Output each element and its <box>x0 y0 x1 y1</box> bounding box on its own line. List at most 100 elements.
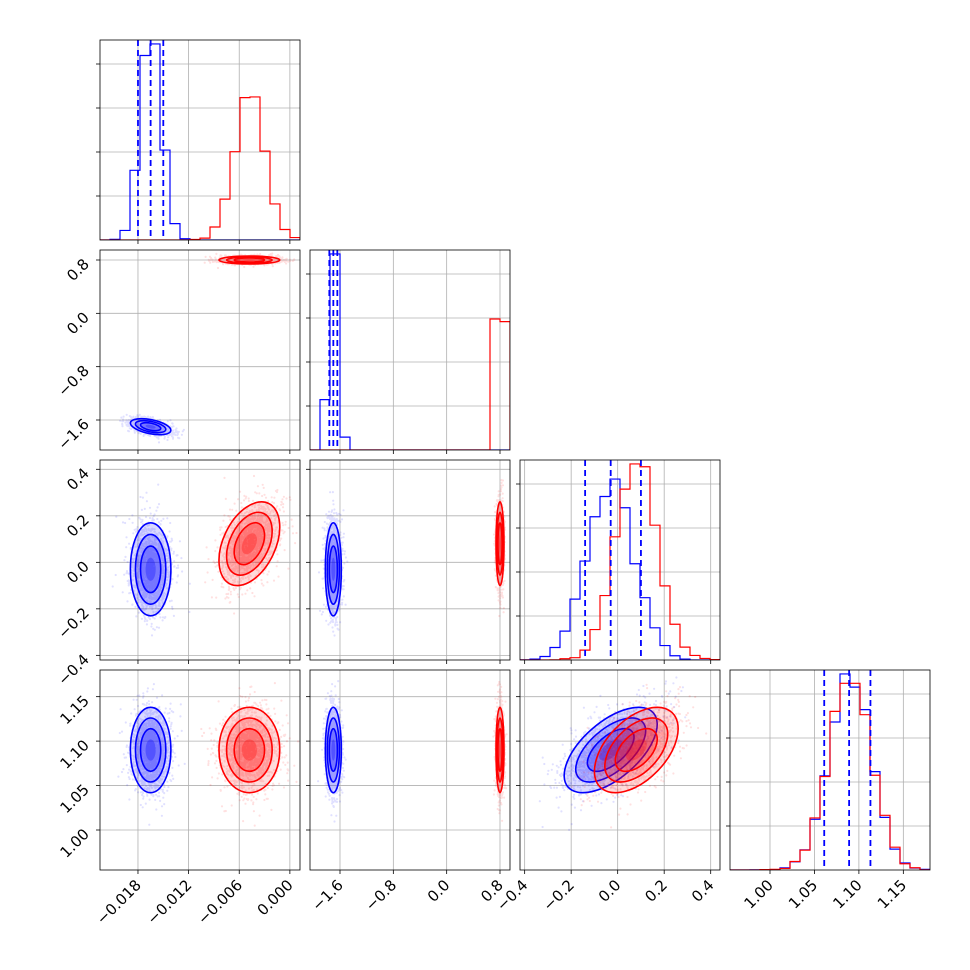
histogram-0 <box>310 253 510 450</box>
contour-line-1 <box>497 727 503 773</box>
panel-content <box>520 460 720 660</box>
panel-content <box>100 460 300 660</box>
panel-content <box>310 460 510 660</box>
y-tick-label: 1.15 <box>56 692 92 728</box>
y-tick-label: 1.10 <box>56 736 92 772</box>
x-tick-label: 0.0 <box>424 876 454 906</box>
contour-line-1 <box>233 727 266 773</box>
density-fill-0 <box>587 728 634 772</box>
contour-line-0 <box>134 533 167 605</box>
scatter-points-1 <box>204 474 300 615</box>
density-fill-1 <box>218 501 280 586</box>
contour-line-1 <box>218 255 281 265</box>
y-tick-label: 0.2 <box>63 511 93 541</box>
panel-0-0 <box>99 39 301 241</box>
tick-layer: −1.6−0.80.00.8−0.4−0.20.00.20.41.001.051… <box>54 63 910 928</box>
panel-1-0 <box>99 249 301 451</box>
panel-3-2 <box>519 669 721 871</box>
contour-line-0 <box>139 545 162 594</box>
density-fill-0 <box>331 739 336 761</box>
y-tick-label: −0.8 <box>54 362 92 400</box>
density-fill-0 <box>599 739 623 761</box>
contour-line-1 <box>218 706 281 794</box>
histogram-1 <box>310 318 510 450</box>
contour-line-1 <box>225 717 273 783</box>
contour-line-0 <box>129 706 172 794</box>
density-fill-1 <box>241 259 257 261</box>
density-fill-0 <box>145 424 156 429</box>
x-tick-label: 0.000 <box>254 876 297 919</box>
x-tick-label: 0.0 <box>595 876 625 906</box>
panels-layer <box>99 39 931 871</box>
contour-line-0 <box>139 727 162 773</box>
x-tick-label: 1.15 <box>874 876 910 912</box>
contour-line-0 <box>129 417 172 436</box>
contour-line-1 <box>225 256 273 264</box>
density-fill-0 <box>329 728 338 772</box>
density-fill-1 <box>615 728 658 772</box>
panel-frame <box>99 459 301 661</box>
density-fill-1 <box>218 707 280 793</box>
x-tick-label: −1.6 <box>308 876 346 914</box>
contour-line-0 <box>575 717 647 783</box>
panel-content <box>100 670 300 870</box>
panel-frame <box>99 249 301 451</box>
contour-line-1 <box>497 521 503 566</box>
histogram-0 <box>100 43 300 240</box>
density-fill-0 <box>331 557 336 581</box>
x-tick-label: 0.4 <box>688 876 718 906</box>
panel-3-0 <box>99 669 301 871</box>
panel-content <box>520 670 720 870</box>
density-fill-0 <box>145 557 156 581</box>
contour-line-0 <box>134 419 167 434</box>
x-tick-label: 1.05 <box>785 876 821 912</box>
x-tick-label: −0.006 <box>194 876 246 928</box>
y-tick-label: 0.8 <box>63 255 93 285</box>
density-fill-0 <box>575 718 646 783</box>
histogram-1 <box>520 463 720 660</box>
contour-line-0 <box>129 521 172 617</box>
x-tick-label: −0.012 <box>143 876 195 928</box>
contour-line-0 <box>134 717 167 783</box>
contour-line-0 <box>586 727 635 773</box>
contour-line-0 <box>328 545 339 594</box>
x-tick-label: −0.8 <box>362 876 400 914</box>
panel-frame <box>99 669 301 871</box>
x-tick-label: 1.10 <box>829 876 865 912</box>
panel-frame <box>309 459 511 661</box>
scatter-points-0 <box>117 683 186 826</box>
density-fill-1 <box>234 728 265 772</box>
panel-1-1 <box>309 249 511 451</box>
contour-line-1 <box>614 727 659 773</box>
y-tick-label: 1.00 <box>56 825 92 861</box>
contour-line-1 <box>233 257 266 263</box>
y-tick-label: 1.05 <box>56 781 92 817</box>
contour-line-1 <box>495 501 505 587</box>
histogram-1 <box>100 96 300 240</box>
density-fill-0 <box>140 546 161 593</box>
panel-content <box>730 670 930 870</box>
contour-line-1 <box>233 521 266 566</box>
density-fill-1 <box>499 533 501 555</box>
density-fill-1 <box>234 522 265 565</box>
density-fill-0 <box>145 739 156 761</box>
panel-frame <box>309 249 511 451</box>
density-fill-0 <box>130 522 171 616</box>
y-tick-label: 0.4 <box>63 464 93 494</box>
density-fill-1 <box>226 718 273 782</box>
y-tick-label: −0.2 <box>54 604 92 642</box>
panel-content <box>310 670 510 870</box>
density-fill-1 <box>226 512 273 576</box>
contour-line-0 <box>139 421 162 432</box>
panel-frame <box>729 669 931 871</box>
contour-line-1 <box>495 706 505 794</box>
panel-2-1 <box>309 459 511 661</box>
x-tick-label: −0.2 <box>539 876 577 914</box>
contour-line-1 <box>225 511 273 576</box>
scatter-points-0 <box>538 676 687 831</box>
density-fill-1 <box>241 533 257 555</box>
x-tick-label: 1.00 <box>740 876 776 912</box>
density-fill-0 <box>130 707 171 793</box>
y-tick-label: 0.0 <box>63 308 93 338</box>
